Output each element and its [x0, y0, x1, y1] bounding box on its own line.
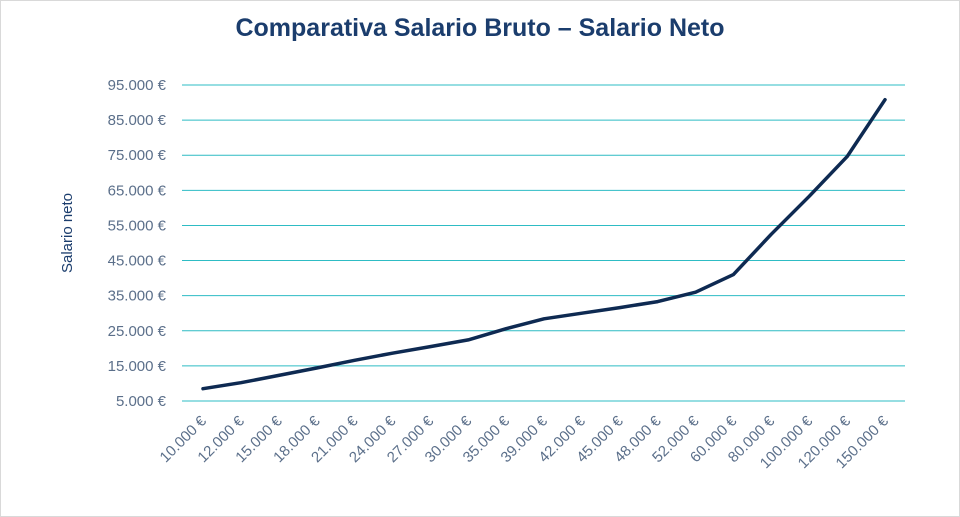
data-point [504, 327, 508, 330]
data-point [732, 273, 735, 276]
y-tick-label: 75.000 € [108, 147, 167, 164]
y-tick-label: 45.000 € [108, 253, 167, 270]
data-point [618, 306, 621, 309]
y-tick-label: 65.000 € [108, 182, 167, 199]
y-tick-label: 55.000 € [108, 217, 167, 234]
data-point [542, 317, 546, 321]
grid-lines [182, 84, 905, 402]
y-axis-ticks: 5.000 € 15.000 € 25.000 € 35.000 € 45.000 € 5… [108, 77, 167, 410]
data-point [277, 374, 280, 377]
y-tick-label: 15.000 € [108, 358, 167, 375]
x-axis-ticks: 10.000 €12.000 €15.000 €18.000 €21.000 €… [157, 412, 893, 472]
data-point [239, 381, 243, 384]
data-point [694, 290, 697, 294]
data-point [391, 352, 394, 355]
data-point [315, 366, 318, 370]
data-point [429, 345, 432, 348]
data-point [467, 338, 470, 342]
y-tick-label: 35.000 € [108, 288, 167, 305]
data-point [883, 98, 887, 101]
y-axis-label: Salario neto [59, 193, 76, 273]
data-point [656, 300, 659, 303]
data-point [580, 312, 584, 315]
data-point [808, 195, 811, 198]
chart-title: Comparativa Salario Bruto – Salario Neto [235, 14, 725, 42]
series-line [201, 97, 887, 391]
data-point [845, 155, 849, 158]
data-point [201, 387, 205, 390]
series-layer [201, 97, 887, 391]
data-point [353, 359, 356, 362]
y-tick-label: 25.000 € [108, 323, 167, 340]
y-tick-label: 95.000 € [108, 77, 167, 94]
data-point [770, 233, 773, 236]
y-tick-label: 85.000 € [108, 112, 167, 129]
y-tick-label: 5.000 € [116, 393, 167, 410]
